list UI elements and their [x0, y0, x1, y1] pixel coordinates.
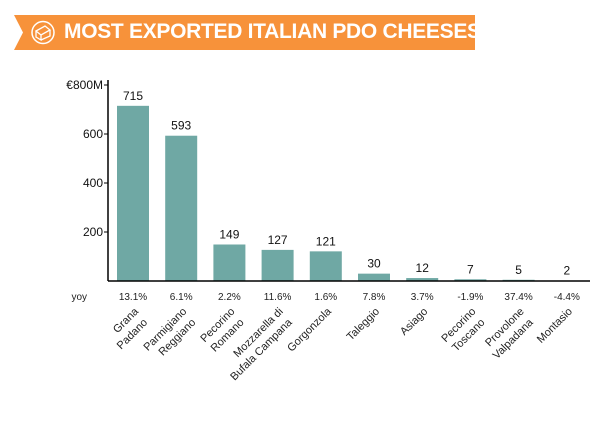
- yoy-label: yoy: [71, 292, 87, 303]
- data-label: 2: [563, 264, 570, 278]
- yoy-value: 3.7%: [411, 292, 434, 303]
- data-label: 121: [316, 234, 336, 248]
- category-label: Gorgonzola: [285, 305, 334, 354]
- data-label: 149: [219, 227, 239, 241]
- banner-shape: [14, 15, 475, 50]
- category-label: Asiago: [398, 306, 430, 338]
- data-label: 127: [268, 233, 288, 247]
- yoy-value: -1.9%: [457, 292, 483, 303]
- y-tick-label: 200: [83, 225, 103, 239]
- yoy-value: 1.6%: [314, 292, 337, 303]
- cheese-icon: [31, 20, 55, 45]
- yoy-value: 6.1%: [170, 292, 193, 303]
- data-label: 7: [467, 262, 474, 276]
- bar: [165, 135, 198, 281]
- bar: [309, 251, 342, 281]
- bar: [213, 244, 246, 281]
- yoy-value: 7.8%: [363, 292, 386, 303]
- category-label: Montasio: [535, 306, 575, 346]
- bar: [406, 278, 439, 281]
- yoy-value: -4.4%: [554, 292, 580, 303]
- data-label: 30: [367, 257, 381, 271]
- yoy-value: 2.2%: [218, 292, 241, 303]
- data-label: 593: [171, 119, 191, 133]
- bar: [358, 273, 390, 281]
- bar: [117, 105, 149, 281]
- yoy-value: 13.1%: [119, 292, 147, 303]
- chart-title: MOST EXPORTED ITALIAN PDO CHEESES: [64, 20, 481, 43]
- data-label: 5: [515, 263, 522, 277]
- data-label: 715: [123, 89, 143, 103]
- y-tick-label: €800M: [66, 78, 103, 92]
- bar: [261, 249, 294, 281]
- yoy-value: 37.4%: [504, 292, 532, 303]
- category-label: Taleggio: [345, 306, 382, 343]
- yoy-value: 11.6%: [264, 292, 292, 303]
- y-tick-label: 600: [83, 127, 103, 141]
- bar: [454, 279, 487, 281]
- title-banner: MOST EXPORTED ITALIAN PDO CHEESES: [14, 15, 481, 50]
- y-tick-label: 400: [83, 176, 103, 190]
- data-label: 12: [416, 261, 430, 275]
